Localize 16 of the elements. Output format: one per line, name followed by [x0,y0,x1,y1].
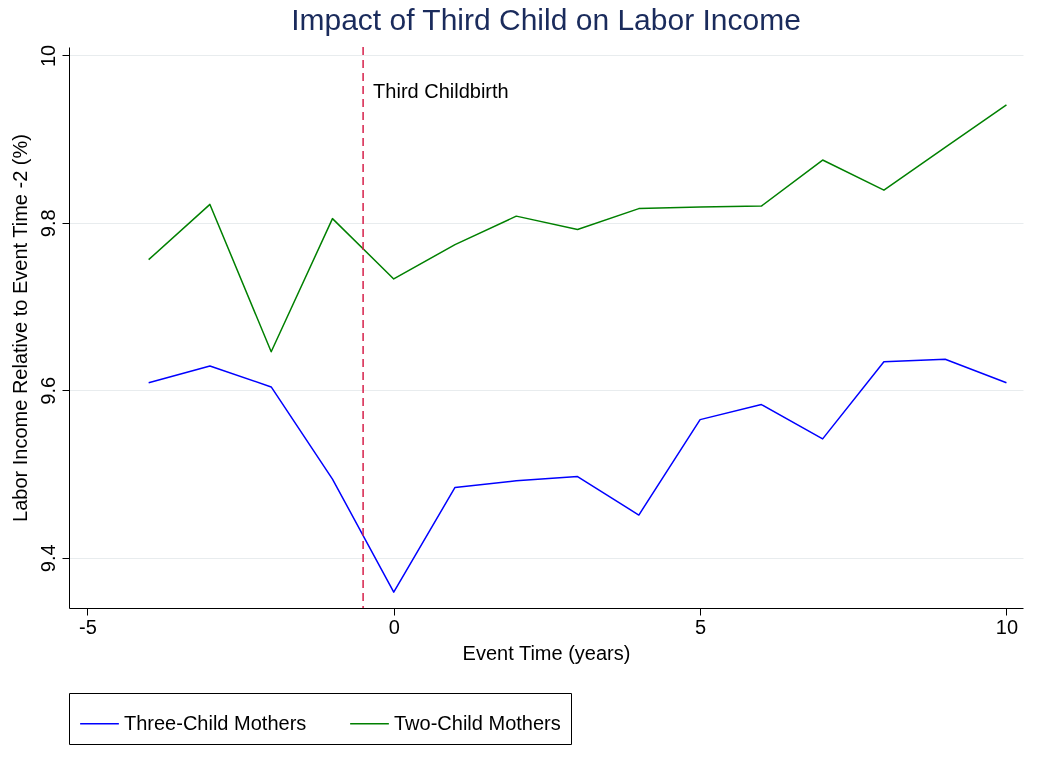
line-series [147,358,1008,593]
legend-label: Three-Child Mothers [124,711,307,734]
ref-line-label: Third Childbirth [373,80,509,102]
y-tick-label: 9.4 [36,544,59,573]
y-tick-label: 9.6 [36,376,59,405]
x-axis-title: Event Time (years) [462,641,631,664]
x-tick-label: 10 [995,615,1019,638]
y-axis-title: Labor Income Relative to Event Time -2 (%) [8,134,31,522]
x-tick-label: 0 [388,615,400,638]
y-tick-label: 9.8 [36,209,59,238]
chart-title: Impact of Third Child on Labor Income [291,3,801,37]
legend-label: Two-Child Mothers [394,711,561,734]
x-tick-label: -5 [78,615,97,638]
line-series [147,104,1008,353]
y-tick-label: 10 [36,44,59,67]
x-tick-label: 5 [695,615,707,638]
